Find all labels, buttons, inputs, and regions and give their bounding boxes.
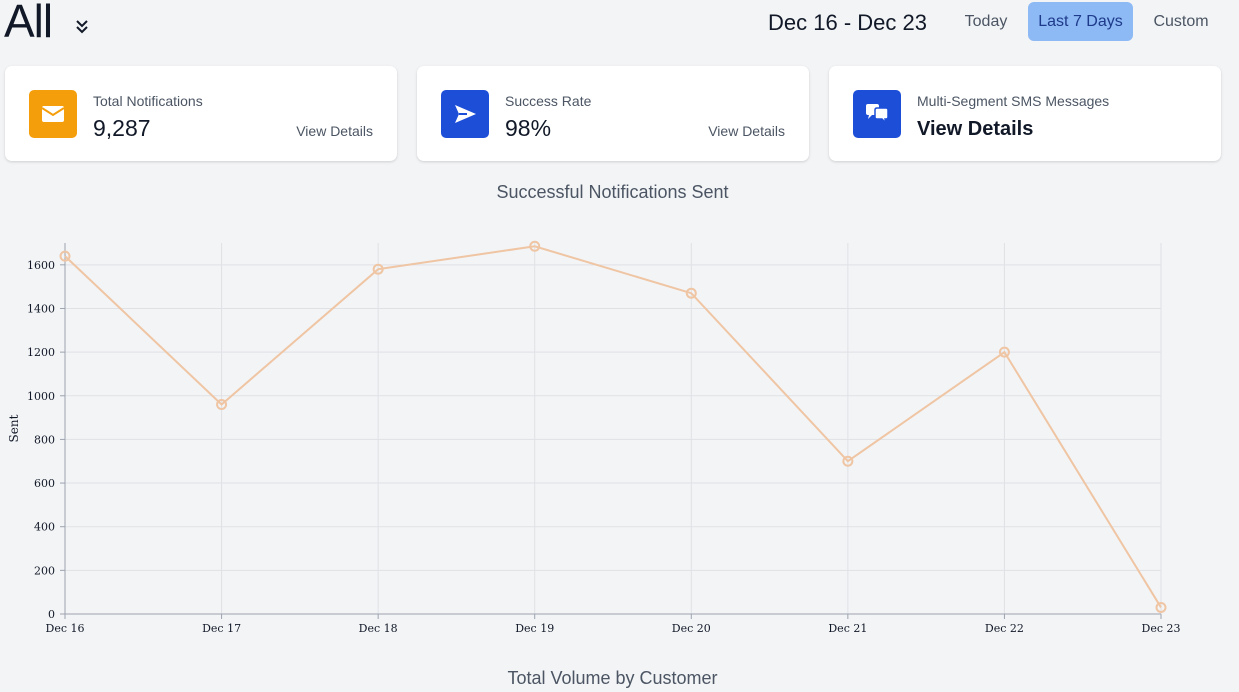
card-label: Total Notifications xyxy=(93,93,203,109)
y-tick-label: 1200 xyxy=(27,346,55,359)
data-point xyxy=(1155,601,1167,613)
card-label: Success Rate xyxy=(505,93,592,109)
y-tick-label: 200 xyxy=(34,564,55,577)
y-tick-label: 400 xyxy=(34,521,55,534)
data-point xyxy=(372,263,384,275)
y-tick-label: 0 xyxy=(48,608,55,621)
date-range-label: Dec 16 - Dec 23 xyxy=(768,10,927,35)
x-tick-label: Dec 23 xyxy=(1142,622,1181,635)
view-details-link[interactable]: View Details xyxy=(708,123,785,139)
y-tick-label: 1000 xyxy=(27,390,55,403)
scope-title: All xyxy=(4,0,53,47)
last-7-days-button[interactable]: Last 7 Days xyxy=(1028,2,1133,41)
series-line xyxy=(64,245,1162,608)
card-value: 9,287 xyxy=(93,115,151,141)
data-point xyxy=(842,455,854,467)
data-point xyxy=(998,346,1010,358)
x-tick-label: Dec 17 xyxy=(202,622,241,635)
x-tick-label: Dec 19 xyxy=(515,622,554,635)
x-tick-label: Dec 20 xyxy=(672,622,711,635)
multi-segment-sms-card: Multi-Segment SMS Messages View Details xyxy=(829,66,1221,161)
y-tick-label: 1600 xyxy=(27,259,55,272)
custom-range-button[interactable]: Custom xyxy=(1153,13,1209,30)
chart-title: Successful Notifications Sent xyxy=(496,182,729,202)
y-tick-label: 600 xyxy=(34,477,55,490)
data-point xyxy=(59,250,71,262)
card-label: Multi-Segment SMS Messages xyxy=(917,93,1110,109)
y-tick-label: 1400 xyxy=(27,302,55,315)
send-icon xyxy=(441,90,489,138)
chat-bubbles-icon xyxy=(853,90,901,138)
double-chevron-down-icon[interactable] xyxy=(73,16,91,38)
x-tick-label: Dec 16 xyxy=(46,622,85,635)
x-tick-label: Dec 22 xyxy=(985,622,1024,635)
total-notifications-card: Total Notifications 9,287 View Details xyxy=(5,66,397,161)
y-tick-label: 800 xyxy=(34,433,55,446)
today-button[interactable]: Today xyxy=(964,13,1008,30)
data-point xyxy=(529,240,541,252)
x-tick-label: Dec 18 xyxy=(359,622,398,635)
view-details-link[interactable]: View Details xyxy=(296,123,373,139)
success-rate-card: Success Rate 98% View Details xyxy=(417,66,809,161)
data-point xyxy=(216,398,228,410)
envelope-icon xyxy=(29,90,77,138)
total-volume-section-title: Total Volume by Customer xyxy=(507,668,718,688)
data-point xyxy=(685,287,697,299)
x-tick-label: Dec 21 xyxy=(828,622,867,635)
notifications-line-chart: 0 200 400 600 800 1000 1200 1400 1600 Dec 16 Dec 1… xyxy=(7,240,1181,635)
y-axis-label: Sent xyxy=(7,414,21,442)
card-value: 98% xyxy=(505,115,552,141)
view-details-link[interactable]: View Details xyxy=(917,118,1034,140)
top-bar: All Dec 16 - Dec 23 Today Last 7 Days Cu… xyxy=(0,0,1239,50)
